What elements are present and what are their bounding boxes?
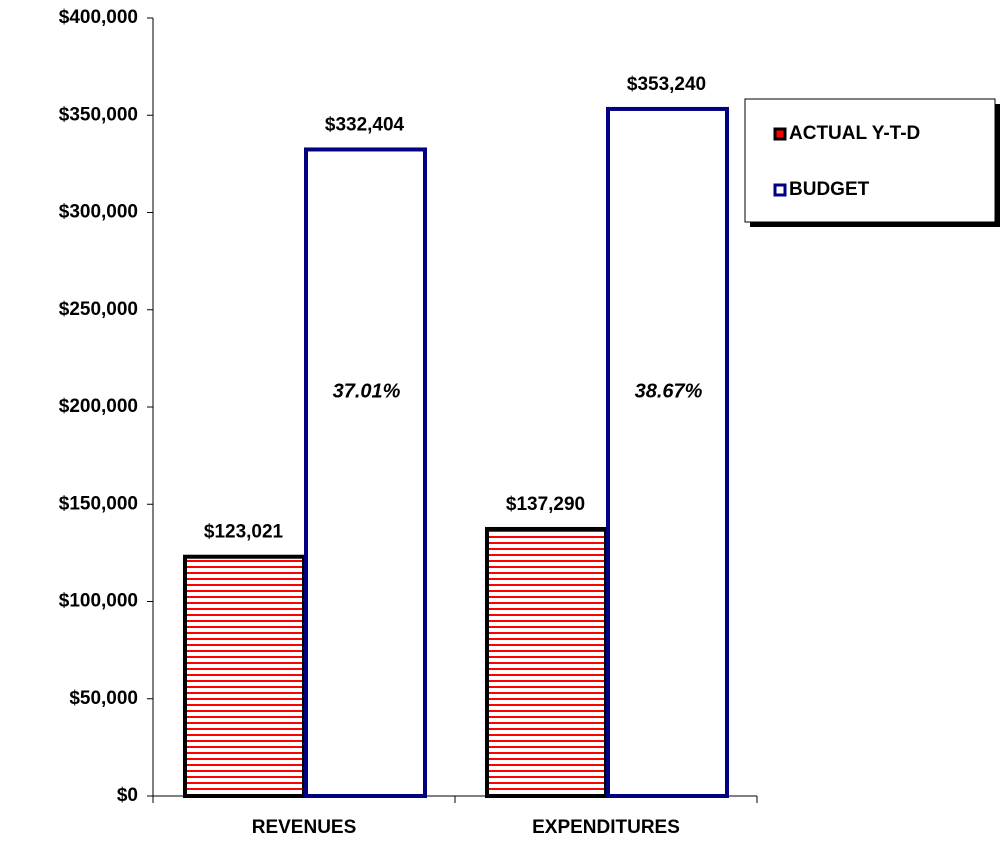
value-label: $353,240 <box>627 74 706 95</box>
y-tick-label: $400,000 <box>59 7 138 28</box>
legend-marker <box>773 183 787 197</box>
legend-label: ACTUAL Y-T-D <box>789 123 920 144</box>
bar <box>183 554 306 799</box>
y-tick-label: $350,000 <box>59 104 138 125</box>
bar <box>485 526 608 798</box>
annotation: 38.67% <box>635 380 703 402</box>
legend-marker <box>773 127 787 141</box>
x-tick-label: EXPENDITURES <box>532 817 680 838</box>
bar <box>304 147 427 798</box>
y-tick-label: $150,000 <box>59 493 138 514</box>
legend: ACTUAL Y-T-D BUDGET <box>744 98 1000 227</box>
y-tick-label: $200,000 <box>59 396 138 417</box>
legend-box <box>744 98 996 223</box>
annotation: 37.01% <box>333 380 401 402</box>
legend-label: BUDGET <box>789 179 870 200</box>
y-tick-label: $0 <box>117 785 138 806</box>
x-tick-label: REVENUES <box>252 817 357 838</box>
y-tick-label: $300,000 <box>59 202 138 223</box>
value-label: $123,021 <box>204 522 284 543</box>
y-tick-label: $100,000 <box>59 591 138 612</box>
bar <box>606 106 729 799</box>
y-tick-label: $250,000 <box>59 299 138 320</box>
value-label: $332,404 <box>325 114 405 135</box>
y-tick-label: $50,000 <box>69 688 138 709</box>
value-label: $137,290 <box>506 494 585 515</box>
